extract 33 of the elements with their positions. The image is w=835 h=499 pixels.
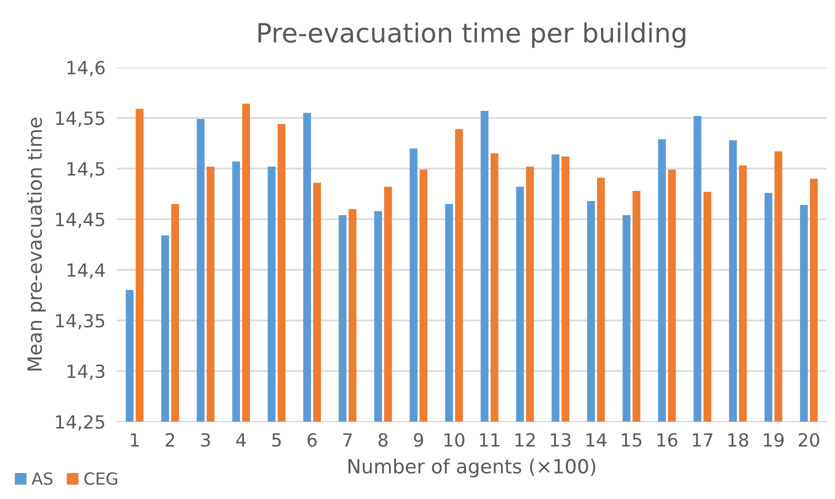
x-tick-label: 20 [798, 433, 820, 447]
x-tick-label: 15 [622, 433, 642, 447]
x-tick-label: 2 [166, 433, 174, 446]
y-tick-label: 14,3 [68, 364, 104, 380]
x-tick-label: 14 [586, 433, 606, 446]
y-tick-label: 14,5 [68, 162, 104, 178]
y-tick-label: 14,25 [56, 415, 104, 431]
x-tick-label: 18 [728, 433, 748, 447]
x-tick-label: 5 [272, 433, 281, 447]
x-tick-label: 13 [550, 433, 571, 447]
legend-label: AS [32, 472, 53, 485]
y-tick-label: 14,45 [56, 212, 104, 228]
chart-title: Pre-evacuation time per building [258, 22, 686, 48]
x-tick-label: 4 [236, 433, 246, 446]
x-tick-label: 17 [692, 433, 712, 446]
x-tick-label: 12 [516, 433, 535, 446]
x-tick-label: 11 [480, 433, 500, 446]
y-tick-label: 14,35 [56, 314, 104, 330]
x-tick-label: 16 [657, 433, 678, 447]
y-tick-label: 14,55 [56, 112, 104, 127]
x-tick-label: 10 [444, 433, 464, 447]
y-tick-label: 14,6 [68, 60, 105, 76]
x-tick-label: 8 [378, 433, 388, 447]
x-axis-title: Number of agents (×100) [348, 458, 596, 478]
x-tick-label: 6 [308, 433, 317, 447]
legend-label: CEG [84, 472, 118, 485]
y-tick-label: 14,4 [68, 264, 105, 279]
x-tick-label: 19 [764, 433, 784, 447]
x-tick-label: 7 [343, 433, 352, 446]
x-tick-label: 3 [201, 433, 210, 447]
x-tick-label: 9 [414, 433, 424, 447]
x-tick-label: 1 [130, 433, 139, 446]
y-axis-title: Mean pre-evacuation time [26, 118, 46, 370]
